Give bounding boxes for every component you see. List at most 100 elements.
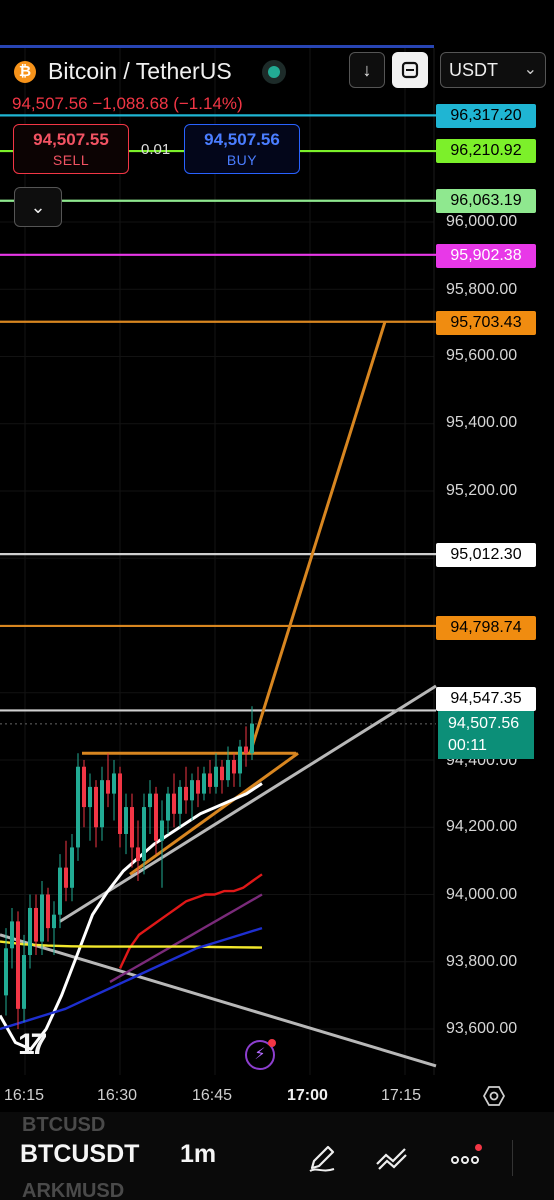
price-level-tag[interactable]: 96,063.19 [436,189,536,213]
candle-body [22,955,26,1009]
toolbar-divider [512,1140,513,1176]
candle-body [196,780,200,794]
candle-body [118,773,122,834]
chevron-down-icon[interactable]: ⌄ [14,187,62,227]
candle-body [238,746,242,774]
candle-body [190,780,194,801]
time-axis-label: 16:30 [97,1087,138,1104]
candle-body [76,766,80,848]
candle-body [46,894,50,929]
candle-body [112,773,116,794]
candle-body [160,820,164,841]
projection-line [248,321,387,754]
candle-body [16,921,20,1009]
candle-body [58,867,62,915]
candle-body [214,766,218,787]
settings-icon[interactable] [483,1085,505,1107]
currency-value: USDT [449,60,498,80]
candle-body [250,723,254,754]
current-price: 94,507.56 [448,715,520,732]
bar-countdown: 00:11 [448,737,487,754]
line-tool-icon[interactable] [374,1140,410,1176]
price-level-tag[interactable]: 94,547.35 [436,687,536,711]
price-level-tag[interactable]: 95,902.38 [436,244,536,268]
symbol-title[interactable]: Bitcoin / TetherUS [48,58,232,84]
bottom-toolbar: BTCUSD ARKMUSD [0,1112,554,1200]
sell-price: 94,507.55 [33,130,109,149]
more-icon[interactable] [447,1140,483,1176]
price-level-tag[interactable]: 94,798.74 [436,616,536,640]
symbol-list-item[interactable]: BTCUSD [22,1114,106,1136]
lightning-icon[interactable]: ⚡ [245,1039,276,1070]
arrow-down-icon[interactable]: ↓ [349,52,385,88]
interval-selector[interactable]: 1m [180,1140,217,1168]
symbol-selector[interactable]: BTCUSDT [20,1140,140,1168]
candle-body [10,921,14,949]
candle-body [220,766,224,781]
candle-body [142,807,146,861]
candle-body [148,793,152,808]
candle-body [52,914,56,929]
price-axis-label: 95,800.00 [446,281,518,298]
price-level-tag[interactable]: 96,317.20 [436,104,536,128]
buy-price: 94,507.56 [204,130,280,149]
time-axis-label: 16:15 [4,1087,45,1104]
bitcoin-icon: ₿ [14,61,36,83]
trendline-descending [0,933,437,1068]
currency-select[interactable]: USDT ⌄ [440,52,546,88]
buy-label: BUY [226,152,258,168]
current-price-tag: 94,507.56 00:11 [438,711,534,759]
candle-body [232,760,236,774]
candle-body [166,793,170,821]
candle-body [94,786,98,828]
price-level-tag[interactable]: 95,703.43 [436,311,536,335]
price-axis-label: 94,200.00 [446,818,518,835]
spread-value: 0.01 [141,141,171,158]
symbol-list-item[interactable]: ARKMUSD [22,1180,125,1200]
candle-body [70,847,74,888]
candle-body [130,807,134,848]
trendline-support [129,752,299,876]
price-axis-label: 95,400.00 [446,414,518,431]
top-accent-line [0,45,434,48]
pen-icon[interactable] [304,1140,340,1176]
tradingview-logo: 17 [18,1028,47,1061]
price-level-tag[interactable]: 95,012.30 [436,543,536,567]
candle-body [106,780,110,794]
moving-average-line [0,940,263,949]
candle-body [184,786,188,801]
time-axis-label: 17:15 [381,1087,422,1104]
candle-body [82,766,86,808]
change-value: −1,088.68 [92,94,169,113]
time-axis-label: 16:45 [192,1087,233,1104]
price-axis-label: 95,200.00 [446,482,518,499]
candle-body [40,894,44,942]
square-frame-icon[interactable] [392,52,428,88]
candle-body [4,948,8,996]
price-axis-label: 94,000.00 [446,886,518,903]
sell-label: SELL [52,152,90,168]
candle-body [208,773,212,787]
last-price: 94,507.56 [12,94,88,113]
market-status-icon[interactable] [262,60,286,84]
moving-average-line [118,873,263,970]
candle-body [154,793,158,841]
candle-body [34,907,38,942]
candle-body [202,773,206,794]
candle-body [178,786,182,814]
moving-average-line [0,926,263,1031]
price-axis-label: 96,000.00 [446,213,518,230]
time-axis-label: 17:00 [287,1087,328,1104]
change-percent: (−1.14%) [173,94,243,113]
buy-button[interactable]: 94,507.56 BUY [184,124,300,174]
notification-dot [475,1144,482,1151]
trendline-ascending [59,684,437,923]
candle-body [28,907,32,956]
candle-body [226,760,230,781]
price-level-tag[interactable]: 96,210.92 [436,139,536,163]
chevron-down-icon: ⌄ [523,61,537,78]
candle-body [100,780,104,828]
sell-button[interactable]: 94,507.55 SELL [13,124,129,174]
candle-body [136,847,140,861]
